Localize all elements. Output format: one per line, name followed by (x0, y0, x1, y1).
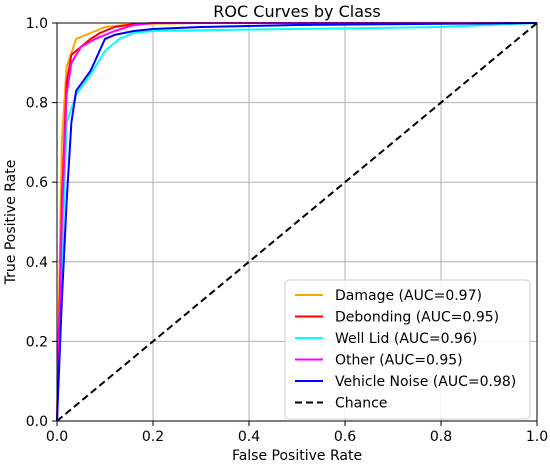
y-tick-label: 0.8 (26, 96, 48, 112)
y-tick-label: 0.4 (26, 255, 48, 271)
legend-label: Debonding (AUC=0.95) (335, 310, 499, 326)
legend-label: Vehicle Noise (AUC=0.98) (335, 374, 516, 390)
axis-ticks: 0.0 0.2 0.4 0.6 0.8 1.0 0.0 0.2 0.4 0.6 0.8 1.0 (26, 16, 548, 445)
x-tick-label: 0.2 (142, 429, 164, 445)
chart-title: ROC Curves by Class (213, 2, 380, 21)
legend: Damage (AUC=0.97) Debonding (AUC=0.95) Wel… (284, 279, 531, 420)
chance-line (56, 22, 538, 422)
x-tick-label: 0.0 (46, 429, 68, 445)
y-tick-label: 0.0 (26, 414, 48, 430)
legend-label: Chance (335, 396, 387, 412)
x-tick-label: 0.6 (334, 429, 356, 445)
grid-lines (56, 22, 538, 422)
y-axis-label: True Positive Rate (3, 160, 19, 286)
x-axis-label: False Positive Rate (232, 448, 362, 464)
legend-label: Well Lid (AUC=0.96) (335, 331, 477, 347)
legend-label: Other (AUC=0.95) (335, 353, 463, 369)
y-tick-label: 0.6 (26, 175, 48, 191)
x-tick-label: 0.4 (238, 429, 260, 445)
series-line-4 (56, 22, 538, 422)
y-tick-label: 1.0 (26, 16, 48, 32)
x-tick-label: 1.0 (526, 429, 548, 445)
legend-label: Damage (AUC=0.97) (335, 288, 482, 304)
y-tick-label: 0.2 (26, 334, 48, 350)
plot-frame (56, 22, 538, 422)
x-tick-label: 0.8 (430, 429, 452, 445)
legend-box (284, 279, 531, 420)
